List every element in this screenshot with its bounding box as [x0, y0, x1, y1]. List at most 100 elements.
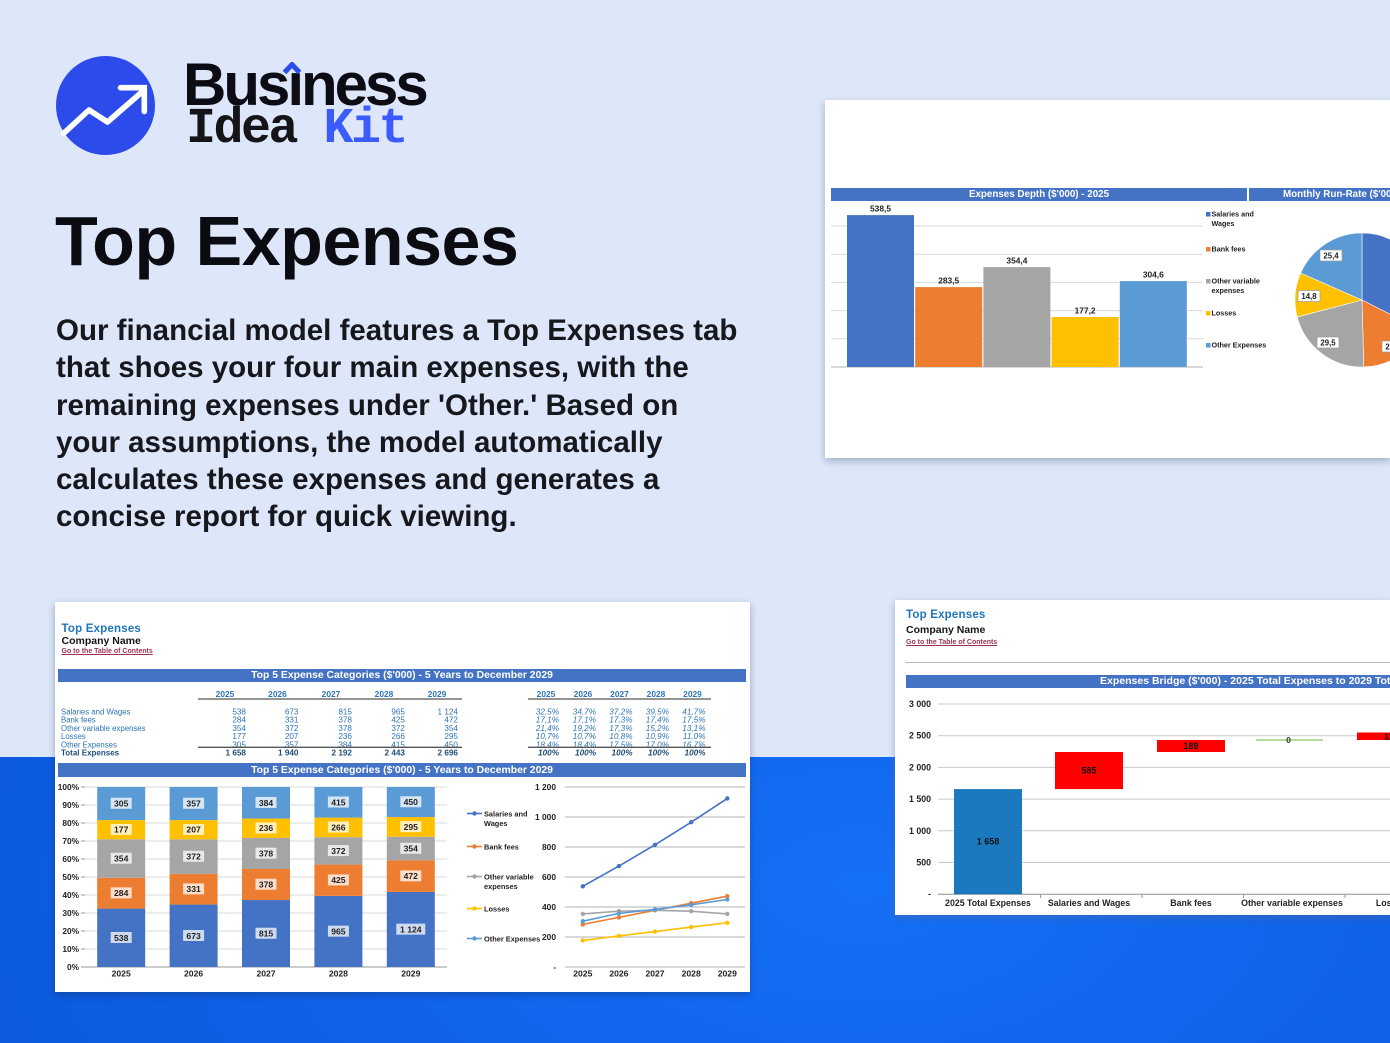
svg-text:100%: 100%	[575, 749, 597, 758]
svg-text:Salaries and: Salaries and	[484, 810, 528, 819]
svg-text:372: 372	[285, 724, 299, 733]
svg-text:472: 472	[404, 871, 419, 881]
svg-text:100%: 100%	[58, 782, 80, 792]
svg-text:384: 384	[338, 740, 352, 749]
svg-text:expenses: expenses	[484, 882, 518, 891]
svg-text:Other variable expenses: Other variable expenses	[61, 724, 146, 733]
svg-text:10,8%: 10,8%	[609, 732, 632, 741]
svg-text:283,5: 283,5	[938, 276, 959, 286]
svg-text:378: 378	[338, 716, 352, 725]
svg-text:378: 378	[259, 880, 274, 890]
svg-text:2028: 2028	[647, 689, 666, 699]
svg-text:354,4: 354,4	[1006, 256, 1027, 266]
svg-text:25,4: 25,4	[1323, 252, 1339, 261]
svg-text:305: 305	[232, 740, 246, 749]
svg-text:284: 284	[114, 888, 129, 898]
svg-text:207: 207	[186, 825, 201, 835]
svg-text:17,0%: 17,0%	[646, 740, 669, 749]
svg-text:23,6: 23,6	[1385, 343, 1390, 352]
svg-text:177: 177	[232, 732, 246, 741]
svg-text:Losses: Losses	[1212, 309, 1237, 318]
svg-text:177,2: 177,2	[1075, 306, 1096, 316]
svg-text:Salaries and Wages: Salaries and Wages	[61, 708, 131, 717]
svg-text:2026: 2026	[574, 689, 593, 699]
svg-text:354: 354	[404, 844, 419, 854]
svg-text:354: 354	[232, 724, 246, 733]
svg-text:415: 415	[391, 740, 405, 749]
svg-text:100%: 100%	[538, 749, 560, 758]
svg-text:30%: 30%	[62, 908, 79, 918]
svg-text:10,9%: 10,9%	[646, 732, 669, 741]
svg-text:10,7%: 10,7%	[573, 732, 596, 741]
svg-text:1 940: 1 940	[278, 749, 299, 758]
svg-text:2027: 2027	[645, 969, 664, 979]
svg-text:266: 266	[331, 822, 346, 832]
svg-text:-: -	[928, 889, 931, 899]
svg-text:34,7%: 34,7%	[573, 708, 596, 717]
svg-text:10%: 10%	[62, 944, 79, 954]
svg-text:37,2%: 37,2%	[609, 708, 632, 717]
svg-text:118: 118	[1384, 731, 1390, 741]
svg-text:2026: 2026	[184, 969, 203, 979]
svg-text:Bank fees: Bank fees	[484, 843, 519, 852]
svg-text:80%: 80%	[62, 818, 79, 828]
svg-text:Bank fees: Bank fees	[61, 716, 96, 725]
svg-text:585: 585	[1081, 766, 1096, 776]
svg-text:0%: 0%	[67, 962, 80, 972]
svg-text:17,5%: 17,5%	[609, 740, 632, 749]
svg-text:2026: 2026	[609, 969, 628, 979]
svg-text:357: 357	[186, 799, 201, 809]
svg-text:295: 295	[444, 732, 458, 741]
svg-text:2 500: 2 500	[909, 731, 931, 741]
svg-text:2 443: 2 443	[385, 749, 406, 758]
svg-text:2029: 2029	[683, 689, 702, 699]
svg-text:32,5%: 32,5%	[536, 708, 559, 717]
svg-text:19,2%: 19,2%	[573, 724, 596, 733]
svg-text:538: 538	[114, 933, 129, 943]
svg-text:0: 0	[1286, 735, 1291, 745]
svg-text:2028: 2028	[375, 689, 394, 699]
svg-text:Wages: Wages	[484, 819, 508, 828]
svg-text:2025: 2025	[537, 689, 556, 699]
svg-text:Bank fees: Bank fees	[1212, 245, 1246, 254]
svg-text:295: 295	[404, 822, 419, 832]
svg-text:Other Expenses: Other Expenses	[484, 935, 540, 944]
svg-text:207: 207	[285, 732, 299, 741]
svg-text:90%: 90%	[62, 800, 79, 810]
svg-text:Wages: Wages	[1212, 219, 1235, 228]
svg-text:2025: 2025	[216, 689, 235, 699]
svg-text:15,2%: 15,2%	[646, 724, 669, 733]
svg-text:673: 673	[285, 708, 299, 717]
svg-text:500: 500	[916, 858, 931, 868]
svg-text:357: 357	[285, 740, 299, 749]
svg-text:100%: 100%	[612, 749, 634, 758]
svg-text:800: 800	[542, 842, 556, 852]
svg-text:41,7%: 41,7%	[682, 708, 705, 717]
svg-text:236: 236	[259, 823, 274, 833]
svg-text:472: 472	[444, 716, 458, 725]
svg-text:177: 177	[114, 825, 129, 835]
svg-text:1 658: 1 658	[226, 749, 247, 758]
svg-text:372: 372	[391, 724, 405, 733]
svg-text:2029: 2029	[718, 969, 737, 979]
svg-text:13,1%: 13,1%	[682, 724, 705, 733]
svg-text:2 192: 2 192	[332, 749, 353, 758]
svg-text:29,5: 29,5	[1320, 339, 1336, 348]
svg-text:Losses: Losses	[61, 732, 86, 741]
svg-text:17,3%: 17,3%	[609, 716, 632, 725]
svg-text:1 658: 1 658	[977, 837, 1000, 847]
svg-text:Total Expenses: Total Expenses	[61, 749, 120, 758]
svg-text:40%: 40%	[62, 890, 79, 900]
svg-text:236: 236	[338, 732, 352, 741]
svg-text:17,3%: 17,3%	[609, 724, 632, 733]
svg-text:2027: 2027	[256, 969, 275, 979]
svg-text:331: 331	[186, 884, 201, 894]
svg-text:17,1%: 17,1%	[573, 716, 596, 725]
svg-text:2029: 2029	[428, 689, 447, 699]
svg-text:39,5%: 39,5%	[646, 708, 669, 717]
svg-text:Bank fees: Bank fees	[1170, 898, 1212, 908]
svg-text:100%: 100%	[685, 749, 707, 758]
svg-text:266: 266	[391, 732, 405, 741]
svg-text:354: 354	[114, 854, 129, 864]
svg-text:965: 965	[331, 926, 346, 936]
